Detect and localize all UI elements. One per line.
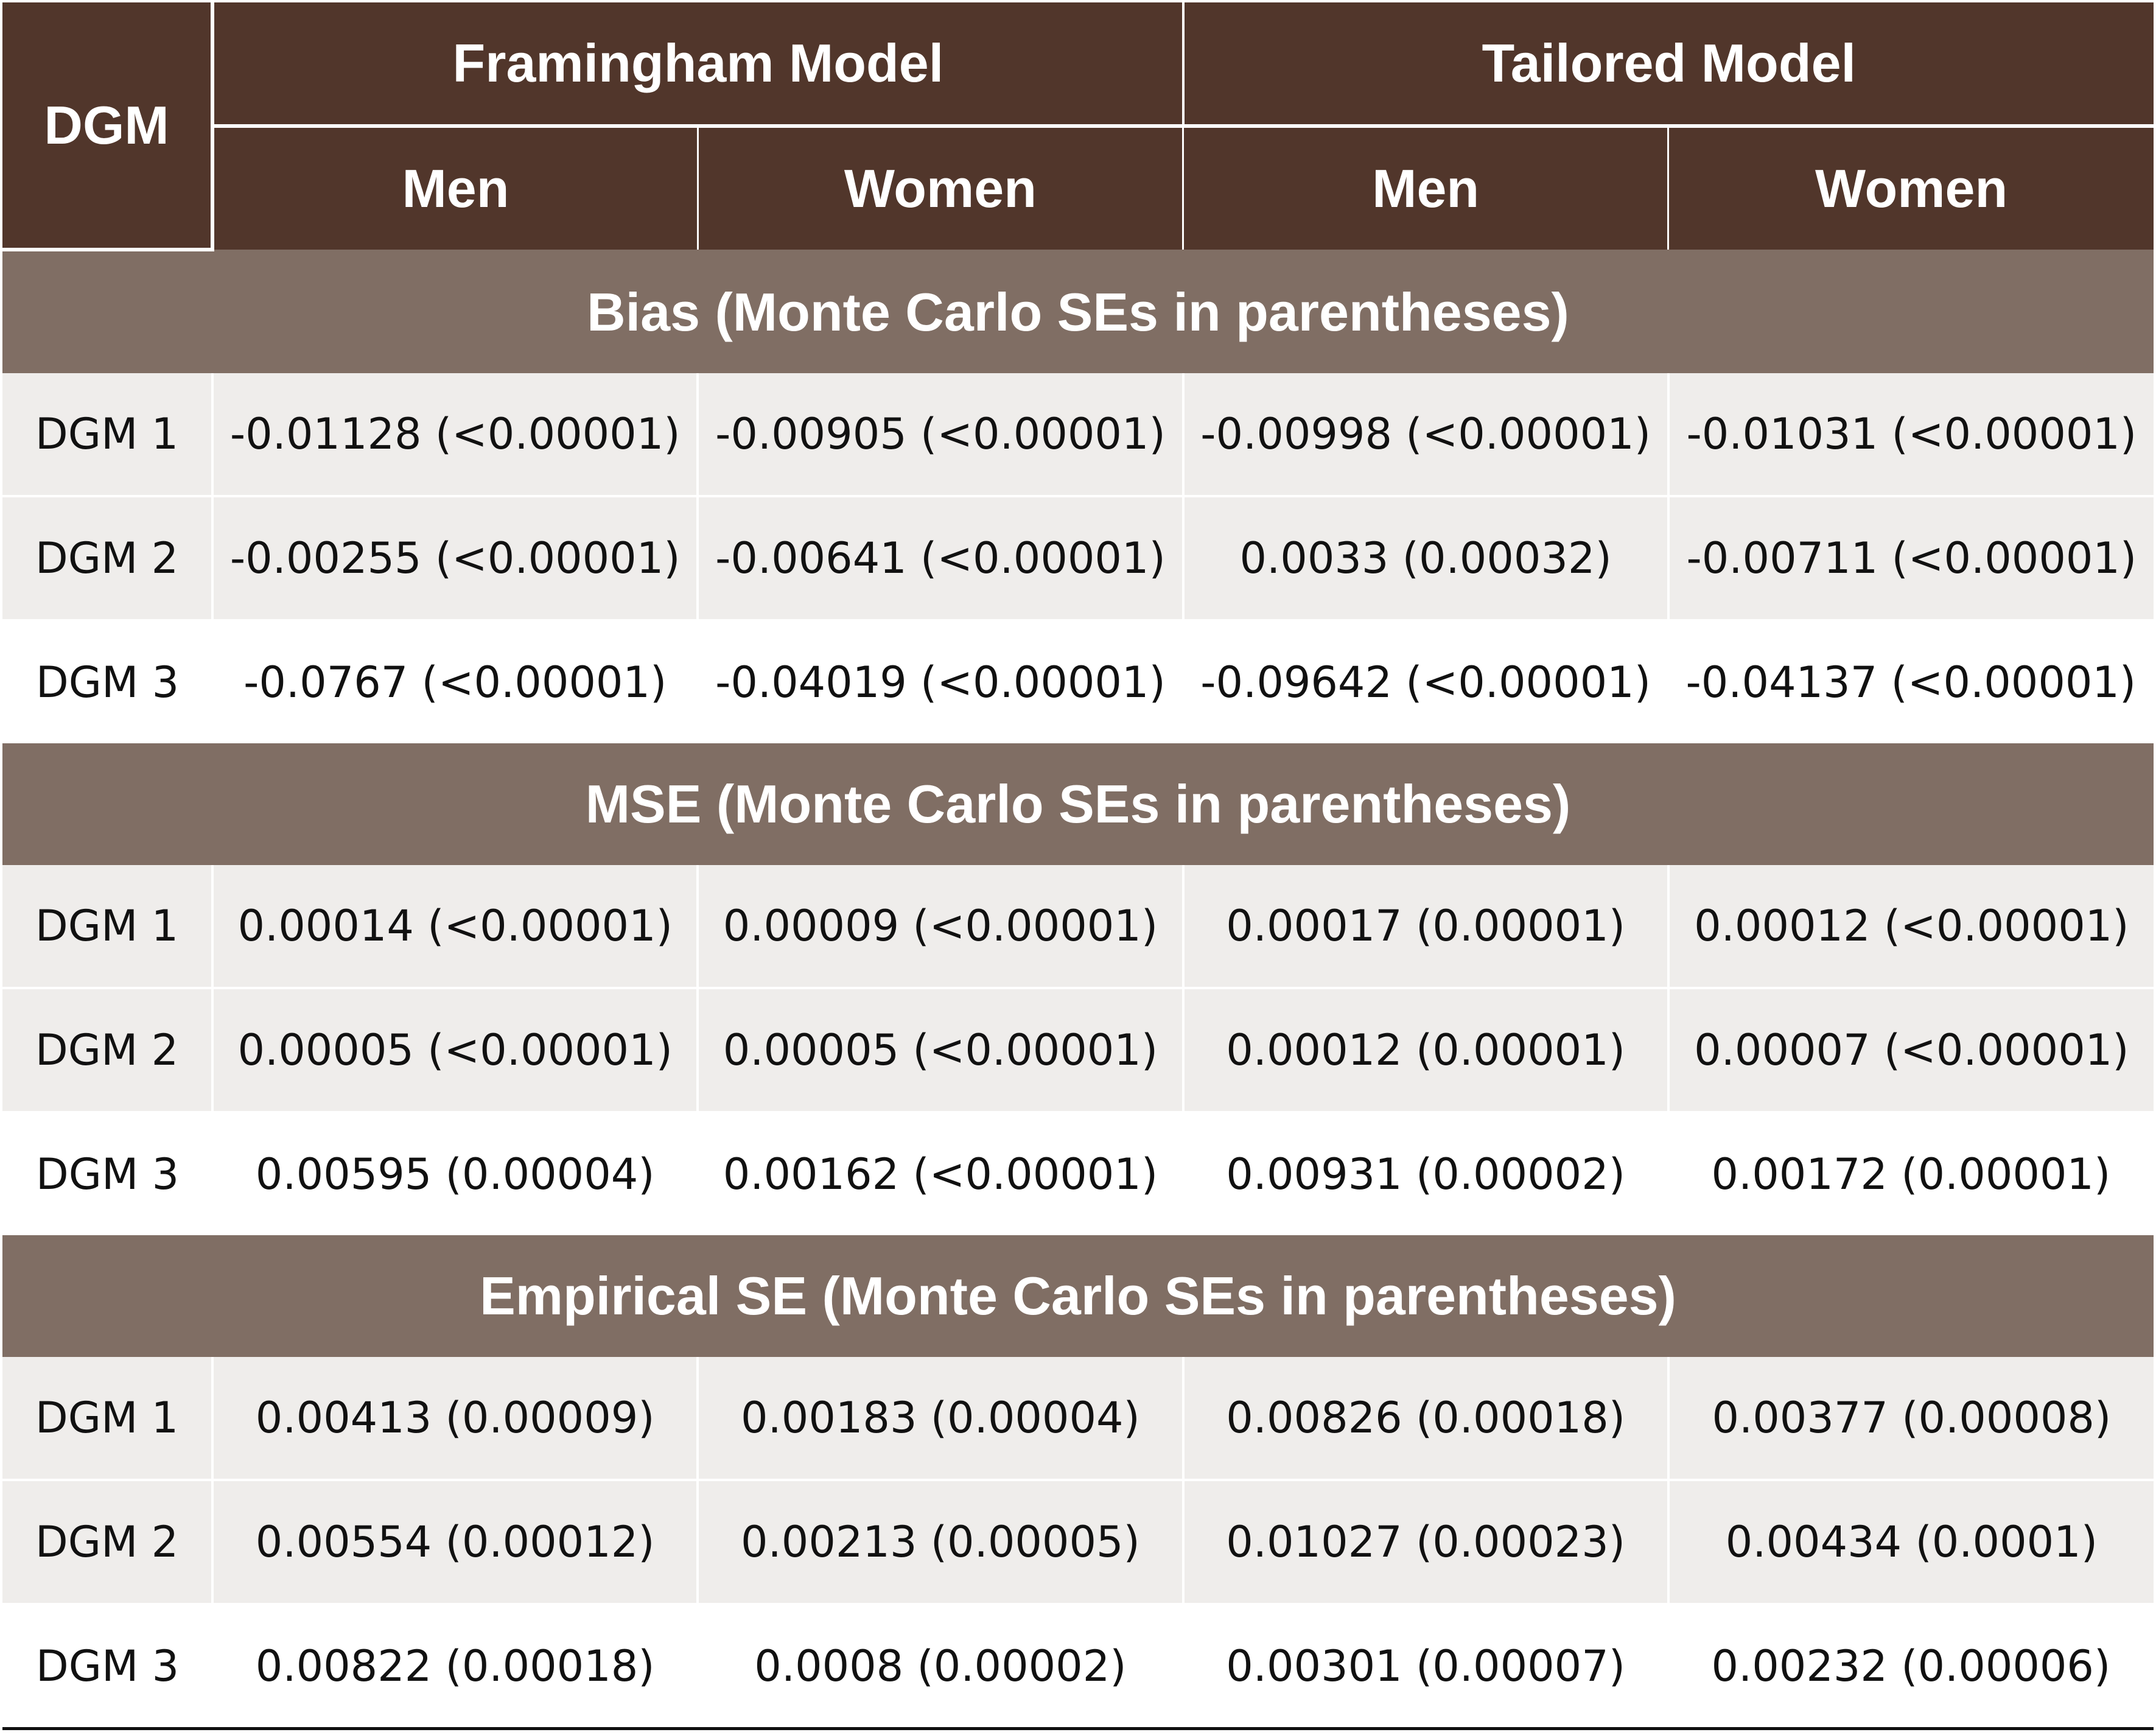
dgm-label: DGM 2 — [2, 1480, 214, 1605]
table-cell: 0.00009 (<0.00001) — [698, 865, 1185, 989]
table-header: DGM Framingham Model Tailored Model Men … — [2, 2, 2154, 251]
table-cell: 0.00014 (<0.00001) — [212, 865, 699, 989]
section-header-bias: Bias (Monte Carlo SEs in parentheses) — [2, 250, 2154, 373]
section-header-empirical-se: Empirical SE (Monte Carlo SEs in parenth… — [2, 1235, 2154, 1357]
table-cell: 0.00012 (0.00001) — [1183, 988, 1670, 1113]
table-cell: -0.0767 (<0.00001) — [212, 620, 698, 743]
table-cell: 0.00017 (0.00001) — [1183, 865, 1670, 989]
section-header-mse: MSE (Monte Carlo SEs in parentheses) — [2, 743, 2154, 865]
table-cell: 0.00232 (0.00006) — [1668, 1604, 2154, 1730]
table-row: DGM 3 0.00595 (0.00004) 0.00162 (<0.0000… — [2, 1112, 2154, 1235]
dgm-label: DGM 2 — [2, 496, 214, 622]
table-row: DGM 1 -0.01128 (<0.00001) -0.00905 (<0.0… — [2, 373, 2154, 497]
table-cell: 0.00005 (<0.00001) — [698, 988, 1185, 1113]
table-cell: 0.00213 (0.00005) — [698, 1480, 1185, 1605]
table-row: DGM 2 -0.00255 (<0.00001) -0.00641 (<0.0… — [2, 496, 2154, 622]
table-cell: 0.00434 (0.0001) — [1668, 1480, 2154, 1605]
table-cell: -0.09642 (<0.00001) — [1183, 620, 1668, 743]
dgm-label: DGM 3 — [2, 1112, 213, 1235]
table-cell: -0.00255 (<0.00001) — [212, 496, 699, 622]
framingham-model-header: Framingham Model — [212, 2, 1185, 128]
table-cell: 0.01027 (0.00023) — [1183, 1480, 1670, 1605]
tailored-model-header: Tailored Model — [1183, 2, 2154, 128]
section-title: MSE (Monte Carlo SEs in parentheses) — [2, 743, 2154, 865]
table-cell: -0.00998 (<0.00001) — [1183, 373, 1670, 497]
table-cell: -0.01031 (<0.00001) — [1668, 373, 2154, 497]
table-cell: 0.00826 (0.00018) — [1183, 1357, 1670, 1481]
table-cell: 0.00413 (0.00009) — [212, 1357, 699, 1481]
table-cell: -0.00905 (<0.00001) — [698, 373, 1185, 497]
table-cell: -0.00711 (<0.00001) — [1668, 496, 2154, 622]
table-cell: 0.00012 (<0.00001) — [1668, 865, 2154, 989]
tailored-men-header: Men — [1183, 126, 1670, 250]
dgm-label: DGM 1 — [2, 1357, 214, 1481]
table-cell: 0.0033 (0.00032) — [1183, 496, 1670, 622]
framingham-men-header: Men — [212, 126, 699, 250]
table-cell: -0.01128 (<0.00001) — [212, 373, 699, 497]
dgm-column-header: DGM — [2, 2, 215, 251]
table-cell: 0.00301 (0.00007) — [1183, 1604, 1668, 1730]
dgm-label: DGM 1 — [2, 373, 214, 497]
table-row: DGM 2 0.00554 (0.00012) 0.00213 (0.00005… — [2, 1480, 2154, 1605]
table-cell: 0.00822 (0.00018) — [212, 1604, 698, 1730]
table-cell: 0.00595 (0.00004) — [212, 1112, 698, 1235]
table-cell: 0.00007 (<0.00001) — [1668, 988, 2154, 1113]
table-row: DGM 2 0.00005 (<0.00001) 0.00005 (<0.000… — [2, 988, 2154, 1113]
dgm-label: DGM 3 — [2, 1604, 213, 1730]
table-cell: 0.00005 (<0.00001) — [212, 988, 699, 1113]
section-title: Bias (Monte Carlo SEs in parentheses) — [2, 250, 2154, 373]
table-cell: 0.00554 (0.00012) — [212, 1480, 699, 1605]
table-row: DGM 1 0.00014 (<0.00001) 0.00009 (<0.000… — [2, 865, 2154, 989]
table-cell: 0.00377 (0.00008) — [1668, 1357, 2154, 1481]
table-cell: 0.00172 (0.00001) — [1668, 1112, 2154, 1235]
tailored-women-header: Women — [1668, 126, 2154, 250]
table-cell: -0.00641 (<0.00001) — [698, 496, 1185, 622]
table-cell: 0.00931 (0.00002) — [1183, 1112, 1668, 1235]
table-row: DGM 3 0.00822 (0.00018) 0.0008 (0.00002)… — [2, 1604, 2154, 1730]
table-cell: -0.04019 (<0.00001) — [698, 620, 1183, 743]
section-title: Empirical SE (Monte Carlo SEs in parenth… — [2, 1235, 2154, 1357]
table-cell: 0.00162 (<0.00001) — [698, 1112, 1183, 1235]
framingham-women-header: Women — [698, 126, 1185, 250]
dgm-label: DGM 1 — [2, 865, 214, 989]
dgm-label: DGM 2 — [2, 988, 214, 1113]
table-cell: 0.00183 (0.00004) — [698, 1357, 1185, 1481]
table-row: DGM 1 0.00413 (0.00009) 0.00183 (0.00004… — [2, 1357, 2154, 1481]
table-cell: -0.04137 (<0.00001) — [1668, 620, 2154, 743]
table-row: DGM 3 -0.0767 (<0.00001) -0.04019 (<0.00… — [2, 620, 2154, 743]
table-cell: 0.0008 (0.00002) — [698, 1604, 1183, 1730]
dgm-label: DGM 3 — [2, 620, 213, 743]
